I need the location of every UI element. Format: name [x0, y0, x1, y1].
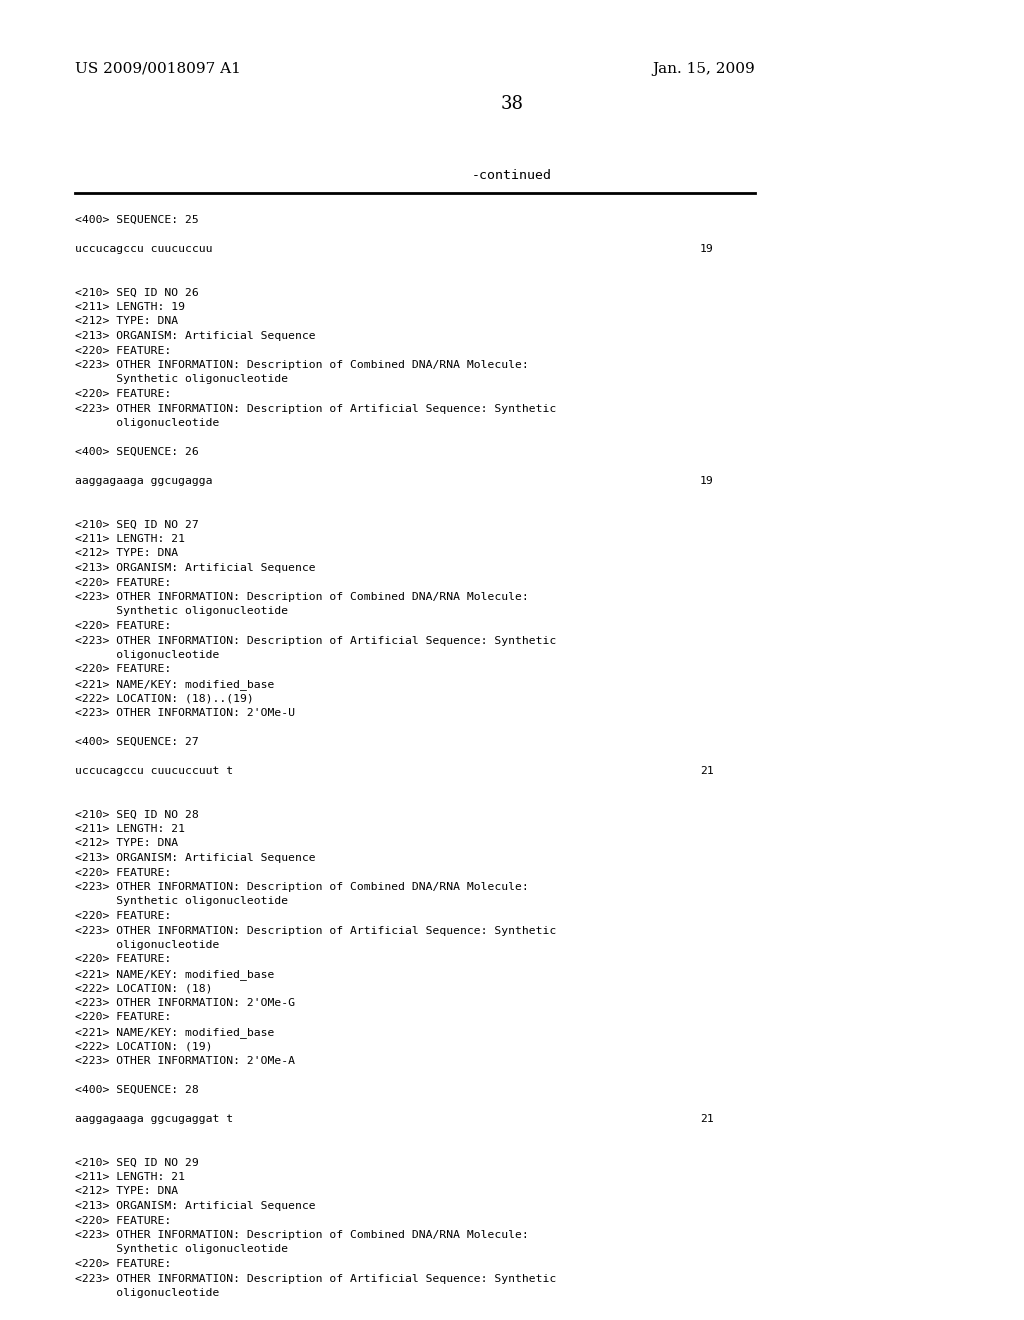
Text: <220> FEATURE:: <220> FEATURE: — [75, 578, 171, 587]
Text: <210> SEQ ID NO 28: <210> SEQ ID NO 28 — [75, 809, 199, 820]
Text: aaggagaaga ggcugaggat t: aaggagaaga ggcugaggat t — [75, 1114, 233, 1125]
Text: <223> OTHER INFORMATION: Description of Combined DNA/RNA Molecule:: <223> OTHER INFORMATION: Description of … — [75, 1230, 528, 1239]
Text: oligonucleotide: oligonucleotide — [75, 418, 219, 428]
Text: Synthetic oligonucleotide: Synthetic oligonucleotide — [75, 606, 288, 616]
Text: <213> ORGANISM: Artificial Sequence: <213> ORGANISM: Artificial Sequence — [75, 1201, 315, 1210]
Text: <210> SEQ ID NO 29: <210> SEQ ID NO 29 — [75, 1158, 199, 1167]
Text: <223> OTHER INFORMATION: 2'OMe-A: <223> OTHER INFORMATION: 2'OMe-A — [75, 1056, 295, 1067]
Text: <213> ORGANISM: Artificial Sequence: <213> ORGANISM: Artificial Sequence — [75, 331, 315, 341]
Text: <213> ORGANISM: Artificial Sequence: <213> ORGANISM: Artificial Sequence — [75, 564, 315, 573]
Text: <223> OTHER INFORMATION: Description of Artificial Sequence: Synthetic: <223> OTHER INFORMATION: Description of … — [75, 404, 556, 413]
Text: 21: 21 — [700, 766, 714, 776]
Text: <223> OTHER INFORMATION: Description of Combined DNA/RNA Molecule:: <223> OTHER INFORMATION: Description of … — [75, 591, 528, 602]
Text: uccucagccu cuucuccuu: uccucagccu cuucuccuu — [75, 244, 213, 253]
Text: <221> NAME/KEY: modified_base: <221> NAME/KEY: modified_base — [75, 678, 274, 690]
Text: <223> OTHER INFORMATION: Description of Combined DNA/RNA Molecule:: <223> OTHER INFORMATION: Description of … — [75, 360, 528, 370]
Text: <212> TYPE: DNA: <212> TYPE: DNA — [75, 838, 178, 849]
Text: <220> FEATURE:: <220> FEATURE: — [75, 1259, 171, 1269]
Text: <212> TYPE: DNA: <212> TYPE: DNA — [75, 317, 178, 326]
Text: <211> LENGTH: 21: <211> LENGTH: 21 — [75, 824, 185, 834]
Text: -continued: -continued — [472, 169, 552, 182]
Text: <212> TYPE: DNA: <212> TYPE: DNA — [75, 549, 178, 558]
Text: <223> OTHER INFORMATION: 2'OMe-G: <223> OTHER INFORMATION: 2'OMe-G — [75, 998, 295, 1008]
Text: <211> LENGTH: 21: <211> LENGTH: 21 — [75, 535, 185, 544]
Text: <220> FEATURE:: <220> FEATURE: — [75, 620, 171, 631]
Text: 21: 21 — [700, 1114, 714, 1125]
Text: <211> LENGTH: 21: <211> LENGTH: 21 — [75, 1172, 185, 1181]
Text: <400> SEQUENCE: 27: <400> SEQUENCE: 27 — [75, 737, 199, 747]
Text: <220> FEATURE:: <220> FEATURE: — [75, 346, 171, 355]
Text: <223> OTHER INFORMATION: Description of Artificial Sequence: Synthetic: <223> OTHER INFORMATION: Description of … — [75, 1274, 556, 1283]
Text: <212> TYPE: DNA: <212> TYPE: DNA — [75, 1187, 178, 1196]
Text: <220> FEATURE:: <220> FEATURE: — [75, 867, 171, 878]
Text: 19: 19 — [700, 477, 714, 486]
Text: <400> SEQUENCE: 28: <400> SEQUENCE: 28 — [75, 1085, 199, 1096]
Text: <210> SEQ ID NO 27: <210> SEQ ID NO 27 — [75, 520, 199, 529]
Text: 38: 38 — [501, 95, 523, 114]
Text: <220> FEATURE:: <220> FEATURE: — [75, 664, 171, 675]
Text: Jan. 15, 2009: Jan. 15, 2009 — [652, 62, 755, 77]
Text: oligonucleotide: oligonucleotide — [75, 940, 219, 950]
Text: <211> LENGTH: 19: <211> LENGTH: 19 — [75, 302, 185, 312]
Text: <222> LOCATION: (18): <222> LOCATION: (18) — [75, 983, 213, 994]
Text: <220> FEATURE:: <220> FEATURE: — [75, 389, 171, 399]
Text: <213> ORGANISM: Artificial Sequence: <213> ORGANISM: Artificial Sequence — [75, 853, 315, 863]
Text: <220> FEATURE:: <220> FEATURE: — [75, 1216, 171, 1225]
Text: <223> OTHER INFORMATION: Description of Combined DNA/RNA Molecule:: <223> OTHER INFORMATION: Description of … — [75, 882, 528, 892]
Text: <223> OTHER INFORMATION: Description of Artificial Sequence: Synthetic: <223> OTHER INFORMATION: Description of … — [75, 925, 556, 936]
Text: <223> OTHER INFORMATION: Description of Artificial Sequence: Synthetic: <223> OTHER INFORMATION: Description of … — [75, 635, 556, 645]
Text: <220> FEATURE:: <220> FEATURE: — [75, 954, 171, 965]
Text: <223> OTHER INFORMATION: 2'OMe-U: <223> OTHER INFORMATION: 2'OMe-U — [75, 708, 295, 718]
Text: Synthetic oligonucleotide: Synthetic oligonucleotide — [75, 896, 288, 907]
Text: <210> SEQ ID NO 26: <210> SEQ ID NO 26 — [75, 288, 199, 297]
Text: oligonucleotide: oligonucleotide — [75, 649, 219, 660]
Text: uccucagccu cuucuccuut t: uccucagccu cuucuccuut t — [75, 766, 233, 776]
Text: <220> FEATURE:: <220> FEATURE: — [75, 1012, 171, 1023]
Text: <220> FEATURE:: <220> FEATURE: — [75, 911, 171, 921]
Text: Synthetic oligonucleotide: Synthetic oligonucleotide — [75, 1245, 288, 1254]
Text: 19: 19 — [700, 244, 714, 253]
Text: <222> LOCATION: (19): <222> LOCATION: (19) — [75, 1041, 213, 1052]
Text: oligonucleotide: oligonucleotide — [75, 1288, 219, 1298]
Text: <221> NAME/KEY: modified_base: <221> NAME/KEY: modified_base — [75, 1027, 274, 1038]
Text: <400> SEQUENCE: 25: <400> SEQUENCE: 25 — [75, 215, 199, 224]
Text: aaggagaaga ggcugagga: aaggagaaga ggcugagga — [75, 477, 213, 486]
Text: US 2009/0018097 A1: US 2009/0018097 A1 — [75, 62, 241, 77]
Text: Synthetic oligonucleotide: Synthetic oligonucleotide — [75, 375, 288, 384]
Text: <400> SEQUENCE: 26: <400> SEQUENCE: 26 — [75, 447, 199, 457]
Text: <221> NAME/KEY: modified_base: <221> NAME/KEY: modified_base — [75, 969, 274, 979]
Text: <222> LOCATION: (18)..(19): <222> LOCATION: (18)..(19) — [75, 693, 254, 704]
